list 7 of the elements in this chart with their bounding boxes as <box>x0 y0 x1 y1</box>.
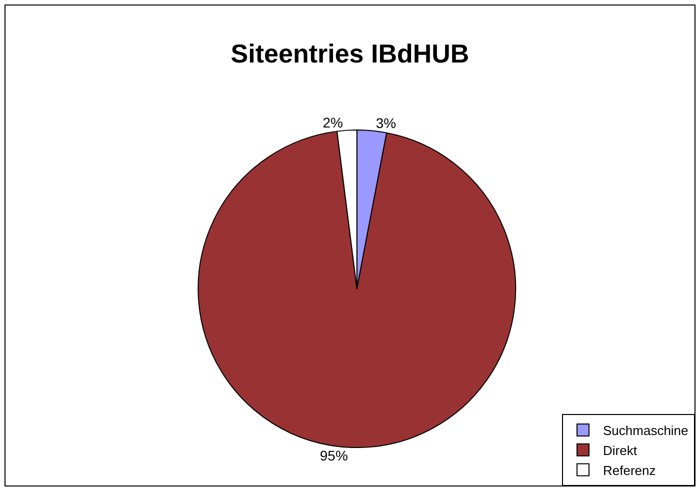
legend-label: Referenz <box>603 462 656 478</box>
data-label: 95% <box>320 447 348 464</box>
chart-title: Siteentries IBdHUB <box>230 38 470 68</box>
data-label: 2% <box>322 114 343 130</box>
legend-label: Suchmaschine <box>603 423 688 438</box>
legend-label: Direkt <box>603 442 638 458</box>
data-label: 3% <box>376 114 396 131</box>
